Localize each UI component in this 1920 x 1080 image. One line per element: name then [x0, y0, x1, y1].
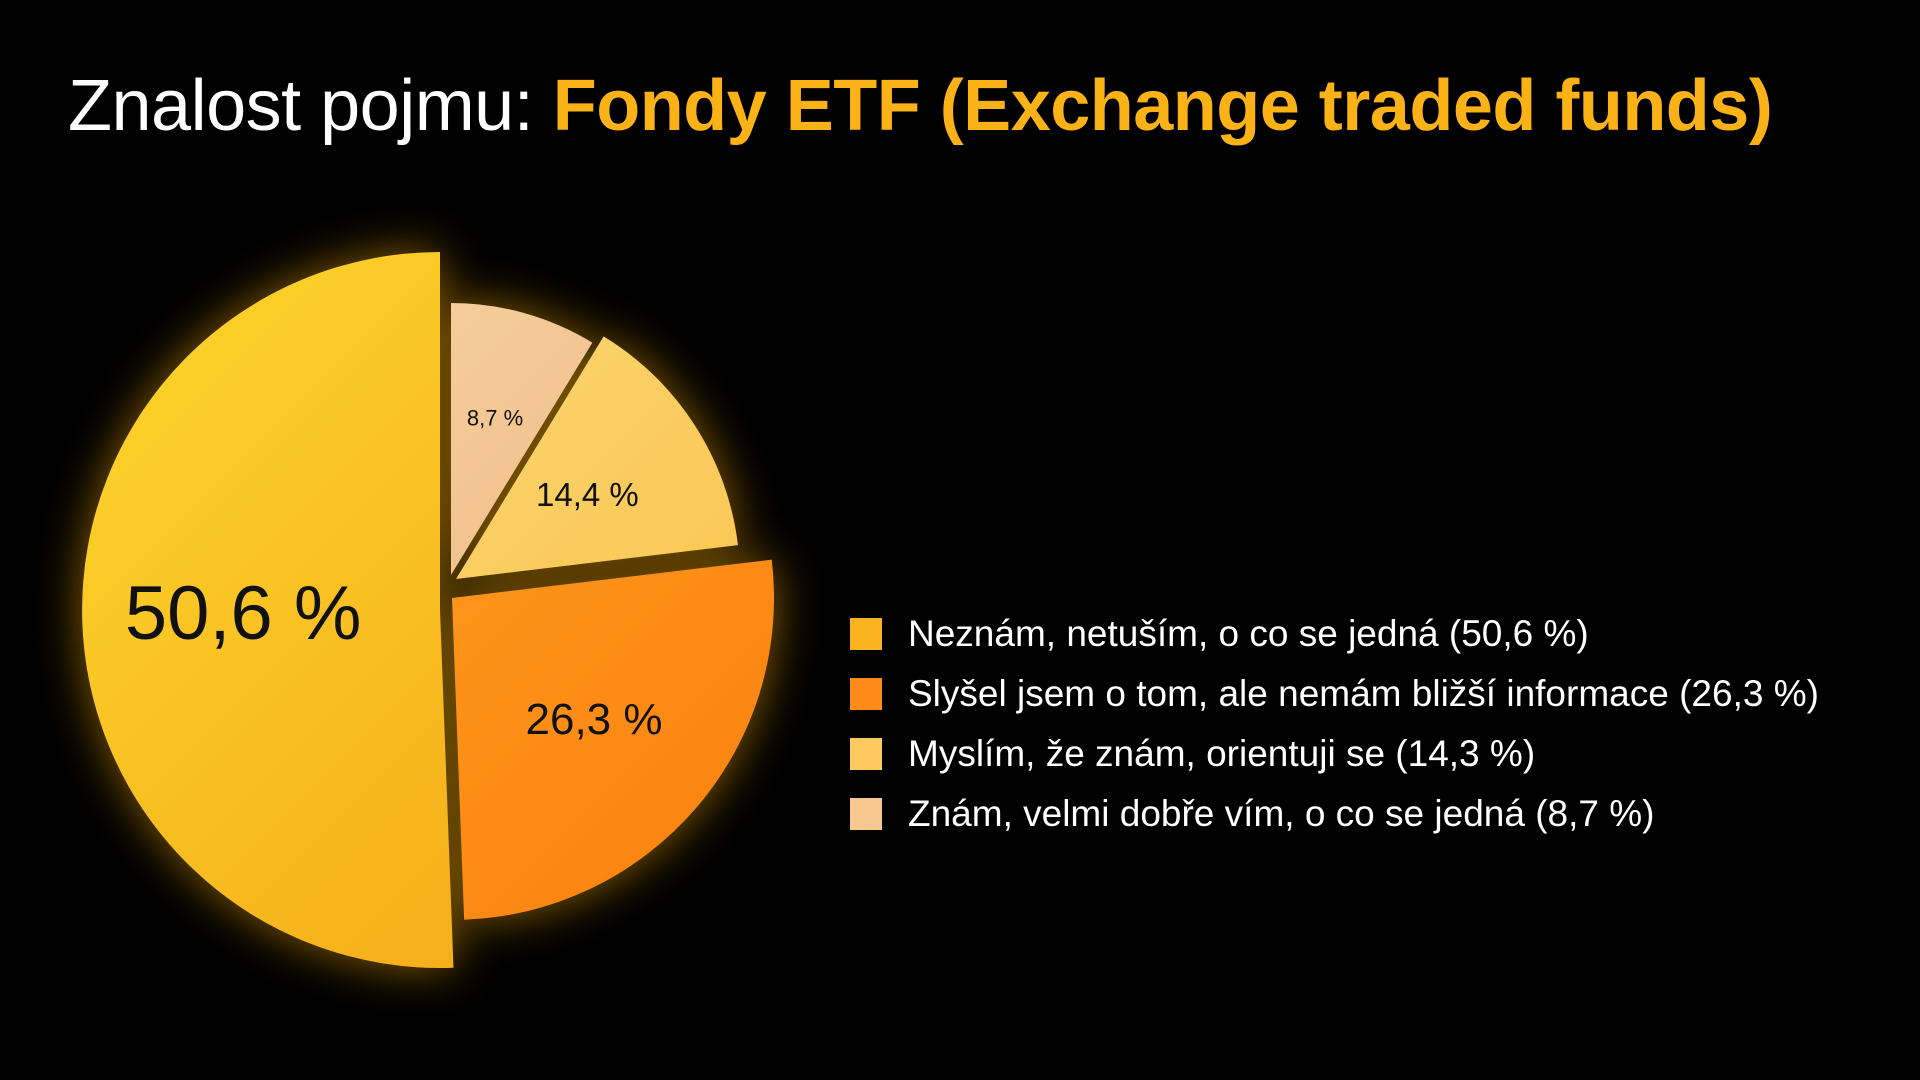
pie-slices: [82, 252, 775, 968]
legend-swatch: [850, 738, 882, 770]
legend-label: Myslím, že znám, orientuji se (14,3 %): [908, 733, 1536, 774]
legend-swatch: [850, 678, 882, 710]
legend-label: Neznám, netuším, o co se jedná (50,6 %): [908, 613, 1589, 654]
title-prefix: Znalost pojmu:: [68, 66, 553, 146]
legend-item: Neznám, netuším, o co se jedná (50,6 %): [850, 604, 1890, 664]
legend-swatch: [850, 618, 882, 650]
pie-slice-labels: 50,6 % 26,3 % 14,4 % 8,7 %: [125, 405, 663, 743]
legend-item: Myslím, že znám, orientuji se (14,3 %): [850, 724, 1890, 784]
pie-slice-label: 14,4 %: [536, 476, 639, 513]
legend-swatch: [850, 798, 882, 830]
pie-slice-label: 8,7 %: [467, 405, 523, 430]
pie-slice-label: 50,6 %: [125, 571, 362, 656]
pie-slice: [456, 336, 738, 579]
legend-label: Znám, velmi dobře vím, o co se jedná (8,…: [908, 793, 1655, 834]
legend-item: Slyšel jsem o tom, ale nemám bližší info…: [850, 664, 1890, 724]
legend-label: Slyšel jsem o tom, ale nemám bližší info…: [908, 673, 1819, 714]
pie-slice: [82, 252, 454, 968]
pie-slice: [451, 303, 593, 575]
chart-legend: Neznám, netuším, o co se jedná (50,6 %) …: [850, 604, 1890, 844]
pie-slice-label: 26,3 %: [526, 695, 663, 744]
pie-slice: [452, 559, 775, 920]
legend-item: Znám, velmi dobře vím, o co se jedná (8,…: [850, 784, 1890, 844]
page-title: Znalost pojmu: Fondy ETF (Exchange trade…: [68, 58, 1773, 154]
title-highlight: Fondy ETF (Exchange traded funds): [552, 66, 1773, 146]
